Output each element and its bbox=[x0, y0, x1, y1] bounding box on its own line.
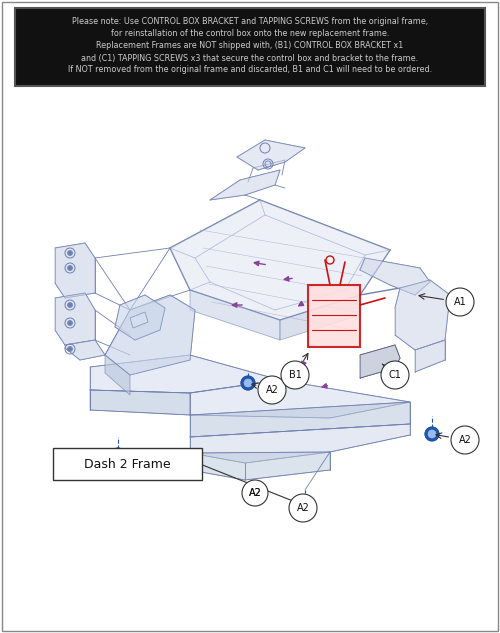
Polygon shape bbox=[190, 402, 410, 437]
Text: for reinstallation of the control box onto the new replacement frame.: for reinstallation of the control box on… bbox=[111, 30, 389, 39]
Circle shape bbox=[301, 501, 309, 509]
Circle shape bbox=[281, 361, 309, 389]
Circle shape bbox=[68, 320, 72, 325]
Polygon shape bbox=[115, 295, 165, 340]
Circle shape bbox=[446, 288, 474, 316]
Polygon shape bbox=[280, 295, 360, 340]
Text: A2: A2 bbox=[296, 503, 310, 513]
Text: A1: A1 bbox=[454, 297, 466, 307]
Polygon shape bbox=[190, 380, 410, 418]
Circle shape bbox=[68, 303, 72, 308]
Circle shape bbox=[425, 427, 439, 441]
Text: A2: A2 bbox=[458, 435, 471, 445]
Polygon shape bbox=[170, 200, 390, 320]
Polygon shape bbox=[105, 295, 195, 375]
Text: and (C1) TAPPING SCREWS x3 that secure the control box and bracket to the frame.: and (C1) TAPPING SCREWS x3 that secure t… bbox=[82, 54, 418, 63]
Polygon shape bbox=[360, 345, 400, 378]
Polygon shape bbox=[237, 140, 305, 170]
Polygon shape bbox=[105, 355, 130, 395]
Polygon shape bbox=[415, 340, 445, 372]
Circle shape bbox=[68, 346, 72, 351]
Polygon shape bbox=[65, 340, 105, 360]
FancyBboxPatch shape bbox=[308, 285, 360, 347]
Polygon shape bbox=[90, 390, 190, 415]
Polygon shape bbox=[130, 312, 148, 328]
Polygon shape bbox=[190, 424, 410, 463]
Circle shape bbox=[244, 379, 252, 387]
Circle shape bbox=[242, 480, 268, 506]
Text: Dash 2 Frame: Dash 2 Frame bbox=[84, 458, 170, 470]
Circle shape bbox=[111, 448, 125, 462]
Text: A2: A2 bbox=[266, 385, 278, 395]
Circle shape bbox=[68, 251, 72, 256]
Text: B1: B1 bbox=[288, 370, 302, 380]
Polygon shape bbox=[395, 280, 450, 350]
Polygon shape bbox=[190, 452, 330, 480]
Polygon shape bbox=[210, 170, 280, 200]
Circle shape bbox=[428, 430, 436, 438]
Circle shape bbox=[258, 376, 286, 404]
Circle shape bbox=[451, 426, 479, 454]
Text: C1: C1 bbox=[388, 370, 402, 380]
FancyBboxPatch shape bbox=[15, 8, 485, 86]
Circle shape bbox=[241, 376, 255, 390]
FancyBboxPatch shape bbox=[53, 448, 202, 480]
Text: A2: A2 bbox=[248, 488, 262, 498]
Text: If NOT removed from the original frame and discarded, B1 and C1 will need to be : If NOT removed from the original frame a… bbox=[68, 65, 432, 75]
Text: A2: A2 bbox=[248, 488, 262, 498]
Polygon shape bbox=[360, 258, 430, 295]
Polygon shape bbox=[55, 243, 95, 298]
Text: Please note: Use CONTROL BOX BRACKET and TAPPING SCREWS from the original frame,: Please note: Use CONTROL BOX BRACKET and… bbox=[72, 16, 428, 25]
Polygon shape bbox=[55, 293, 95, 345]
Circle shape bbox=[68, 265, 72, 270]
Polygon shape bbox=[90, 355, 280, 393]
Polygon shape bbox=[190, 290, 280, 340]
Circle shape bbox=[381, 361, 409, 389]
Text: Replacement Frames are NOT shipped with, (B1) CONTROL BOX BRACKET x1: Replacement Frames are NOT shipped with,… bbox=[96, 42, 404, 51]
Circle shape bbox=[114, 451, 122, 459]
Circle shape bbox=[289, 494, 317, 522]
Circle shape bbox=[298, 498, 312, 512]
